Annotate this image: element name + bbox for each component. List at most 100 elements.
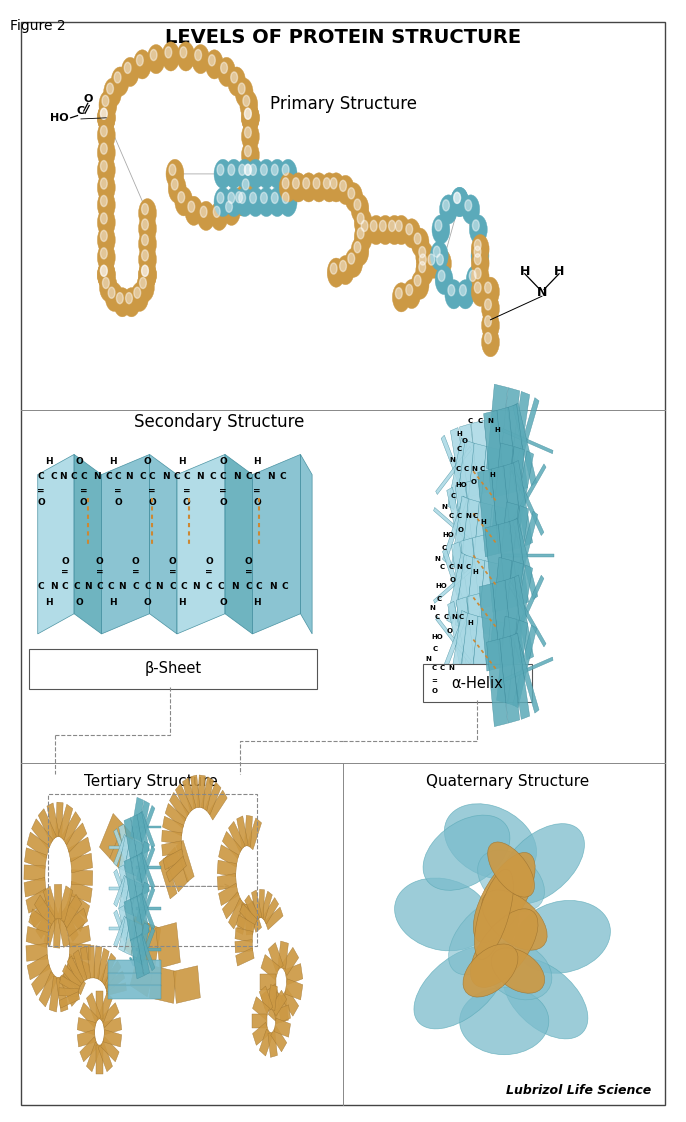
Polygon shape xyxy=(165,847,189,892)
Text: C: C xyxy=(477,417,483,424)
Text: H: H xyxy=(481,518,486,525)
Text: C: C xyxy=(449,563,454,570)
Circle shape xyxy=(471,234,489,264)
Polygon shape xyxy=(480,447,499,521)
Text: C: C xyxy=(440,563,445,570)
Circle shape xyxy=(100,265,107,276)
Circle shape xyxy=(434,246,440,257)
Circle shape xyxy=(108,287,115,298)
Polygon shape xyxy=(502,657,553,682)
Circle shape xyxy=(97,103,115,132)
Polygon shape xyxy=(101,1003,119,1028)
Circle shape xyxy=(419,247,425,258)
Polygon shape xyxy=(73,950,87,983)
Polygon shape xyxy=(219,883,239,905)
Circle shape xyxy=(403,279,421,309)
Polygon shape xyxy=(61,811,81,845)
Polygon shape xyxy=(80,946,91,980)
Polygon shape xyxy=(485,525,506,613)
Circle shape xyxy=(111,67,129,96)
Polygon shape xyxy=(137,922,150,964)
Text: O: O xyxy=(462,438,468,444)
Circle shape xyxy=(282,192,289,203)
Polygon shape xyxy=(252,890,262,919)
Polygon shape xyxy=(59,992,80,1009)
Polygon shape xyxy=(131,922,143,958)
Circle shape xyxy=(432,215,450,245)
Polygon shape xyxy=(228,899,245,929)
Polygon shape xyxy=(114,875,128,907)
Text: C: C xyxy=(220,472,226,481)
Text: O: O xyxy=(253,498,261,507)
Circle shape xyxy=(445,279,463,309)
Circle shape xyxy=(178,192,185,203)
Circle shape xyxy=(438,270,445,282)
Polygon shape xyxy=(235,928,253,942)
Text: O: O xyxy=(80,498,88,507)
Circle shape xyxy=(244,108,251,119)
Polygon shape xyxy=(150,454,177,634)
Polygon shape xyxy=(460,424,478,498)
Text: N: N xyxy=(49,582,58,591)
Polygon shape xyxy=(235,939,252,953)
Text: =: = xyxy=(80,487,88,496)
Polygon shape xyxy=(97,948,109,982)
Text: C: C xyxy=(457,513,462,519)
Polygon shape xyxy=(512,517,538,599)
Polygon shape xyxy=(259,890,265,918)
Polygon shape xyxy=(78,1018,95,1034)
Polygon shape xyxy=(239,903,257,928)
Circle shape xyxy=(337,175,355,204)
Circle shape xyxy=(233,186,250,215)
Circle shape xyxy=(137,273,154,302)
Polygon shape xyxy=(97,991,102,1019)
Circle shape xyxy=(104,79,121,108)
Polygon shape xyxy=(114,829,128,861)
Text: C: C xyxy=(169,582,176,591)
Polygon shape xyxy=(62,965,82,991)
Polygon shape xyxy=(456,482,474,557)
Polygon shape xyxy=(29,898,51,928)
Text: N: N xyxy=(118,582,126,591)
Circle shape xyxy=(282,177,289,188)
Text: O: O xyxy=(75,457,83,466)
Polygon shape xyxy=(182,778,196,811)
Polygon shape xyxy=(512,403,536,486)
Text: =: = xyxy=(132,568,140,577)
Polygon shape xyxy=(512,512,538,594)
Circle shape xyxy=(428,254,435,265)
Polygon shape xyxy=(493,580,513,668)
Circle shape xyxy=(327,173,345,202)
Circle shape xyxy=(228,192,235,203)
Polygon shape xyxy=(441,611,468,675)
Polygon shape xyxy=(478,561,498,635)
Polygon shape xyxy=(441,435,468,499)
Polygon shape xyxy=(434,507,473,544)
Circle shape xyxy=(97,260,115,289)
Polygon shape xyxy=(70,881,92,902)
Circle shape xyxy=(320,173,338,202)
Text: C: C xyxy=(473,513,478,519)
Text: C: C xyxy=(436,596,442,603)
Circle shape xyxy=(180,47,187,58)
Circle shape xyxy=(379,220,386,231)
Polygon shape xyxy=(486,505,506,579)
Circle shape xyxy=(453,192,460,203)
Circle shape xyxy=(268,159,286,188)
Polygon shape xyxy=(502,429,553,453)
Polygon shape xyxy=(114,916,128,947)
Polygon shape xyxy=(471,616,490,690)
Text: O: O xyxy=(143,457,152,466)
Text: O: O xyxy=(219,457,227,466)
Ellipse shape xyxy=(445,803,536,880)
Polygon shape xyxy=(80,1003,98,1028)
Text: C: C xyxy=(180,582,187,591)
Polygon shape xyxy=(510,576,544,646)
Polygon shape xyxy=(57,911,70,947)
Circle shape xyxy=(139,260,156,289)
Polygon shape xyxy=(176,783,192,816)
Circle shape xyxy=(471,249,489,278)
Polygon shape xyxy=(26,889,49,913)
Ellipse shape xyxy=(463,944,518,997)
Text: H: H xyxy=(473,569,478,576)
